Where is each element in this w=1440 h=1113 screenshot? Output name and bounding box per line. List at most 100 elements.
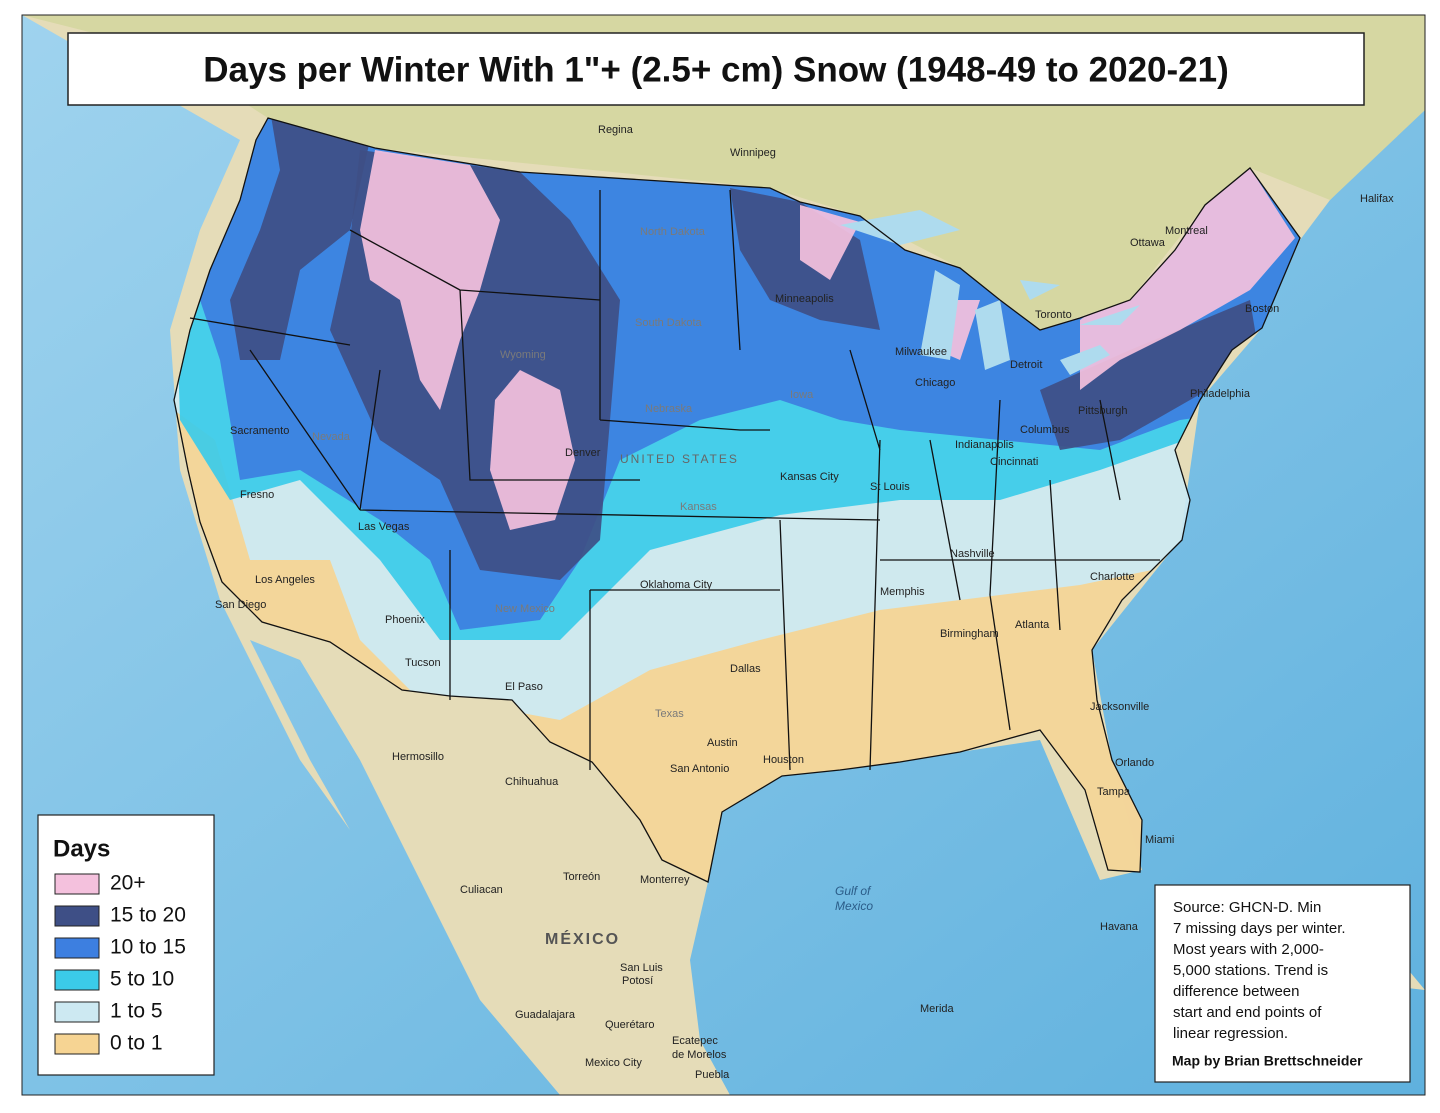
place: Culiacan [460,884,503,896]
state-borders [173,117,1301,883]
place: Potosí [622,975,653,987]
place: Guadalajara [515,1009,576,1021]
place: de Morelos [672,1049,727,1061]
sea-label: Mexico [835,899,873,913]
region: Iowa [790,389,814,401]
legend-swatch [54,969,100,991]
place: Phoenix [385,614,425,626]
place: Minneapolis [775,293,834,305]
place: Monterrey [640,874,690,886]
legend-label: 5 to 10 [110,968,174,991]
place: Chihuahua [505,776,559,788]
legend-swatch [54,1001,100,1023]
region: Texas [655,708,684,720]
legend-title: Days [53,835,110,862]
legend-label: 15 to 20 [110,904,186,927]
region: Wyoming [500,349,546,361]
place: Austin [707,737,738,749]
place: Detroit [1010,359,1042,371]
place: Winnipeg [730,147,776,159]
place: Memphis [880,586,925,598]
source-line: 5,000 stations. Trend is [1173,962,1328,979]
source-box: Map by Brian Brettschneider Source: GHCN… [1154,884,1411,1083]
source-line: linear regression. [1173,1025,1288,1042]
place: Indianapolis [955,439,1014,451]
legend-swatch [54,1033,100,1055]
legend: Days 20+ 15 to 20 10 to 15 5 to 10 1 to 5 0 t… [37,814,215,1076]
credit: Map by Brian Brettschneider [1172,1053,1363,1069]
place: Birmingham [940,628,999,640]
place: Mexico City [585,1057,642,1069]
region: New Mexico [495,603,555,615]
place: San Antonio [670,763,729,775]
legend-label: 20+ [110,872,146,895]
place: Los Angeles [255,574,315,586]
place: Merida [920,1003,955,1015]
place: San Luis [620,962,663,974]
title-box [67,32,1365,106]
place: Kansas City [780,471,839,483]
place: Torreón [563,871,600,883]
place: Montreal [1165,225,1208,237]
region: North Dakota [640,226,706,238]
legend-label: 10 to 15 [110,936,186,959]
source-line: start and end points of [1173,1004,1322,1021]
place: Havana [1100,921,1139,933]
place: Tucson [405,657,441,669]
source-line: difference between [1173,983,1299,1000]
place: Charlotte [1090,571,1135,583]
sea-label: Gulf of [835,884,872,898]
place: Denver [565,447,601,459]
legend-label: 0 to 1 [110,1032,163,1055]
place: Puebla [695,1069,730,1081]
title: Days per Winter With 1"+ (2.5+ cm) Snow … [203,50,1229,89]
place: Las Vegas [358,521,410,533]
place: Querétaro [605,1019,655,1031]
place: Columbus [1020,424,1070,436]
place: Halifax [1360,193,1394,205]
country-label: UNITED STATES [620,452,739,466]
place: Fresno [240,489,274,501]
region: Kansas [680,501,717,513]
place: Philadelphia [1190,388,1251,400]
place: Ecatepec [672,1035,718,1047]
place: St Louis [870,481,910,493]
legend-swatch [54,937,100,959]
legend-swatch [54,873,100,895]
zone-20-plus [1080,168,1295,390]
place: Orlando [1115,757,1154,769]
zone-15-20 [230,118,370,360]
place: Milwaukee [895,346,947,358]
place: Sacramento [230,425,289,437]
source-frame [1154,884,1411,1083]
zone-20-plus [490,370,575,530]
place-labels: Regina Winnipeg North Dakota South Dakot… [215,124,1394,1081]
place: Regina [598,124,634,136]
region: Nebraska [645,403,693,415]
place: Dallas [730,663,761,675]
source-line: 7 missing days per winter. [1173,920,1346,937]
region: Nevada [312,431,351,443]
place: Cincinnati [990,456,1038,468]
place: Jacksonville [1090,701,1149,713]
region: South Dakota [635,317,703,329]
source-line: Most years with 2,000- [1173,941,1324,958]
place: Boston [1245,303,1279,315]
zone-20-plus [800,205,860,280]
legend-swatch [54,905,100,927]
place: Pittsburgh [1078,405,1128,417]
legend-label: 1 to 5 [110,1000,163,1023]
place: El Paso [505,681,543,693]
source-line: Source: GHCN-D. Min [1173,899,1321,916]
place: Atlanta [1015,619,1050,631]
place: Ottawa [1130,237,1166,249]
zone-20-plus [360,150,500,410]
place: Tampa [1097,786,1131,798]
place: Chicago [915,377,955,389]
zone-15-20 [1040,300,1260,450]
place: San Diego [215,599,266,611]
map-frame [21,14,1426,1096]
place: Toronto [1035,309,1072,321]
place: Houston [763,754,804,766]
